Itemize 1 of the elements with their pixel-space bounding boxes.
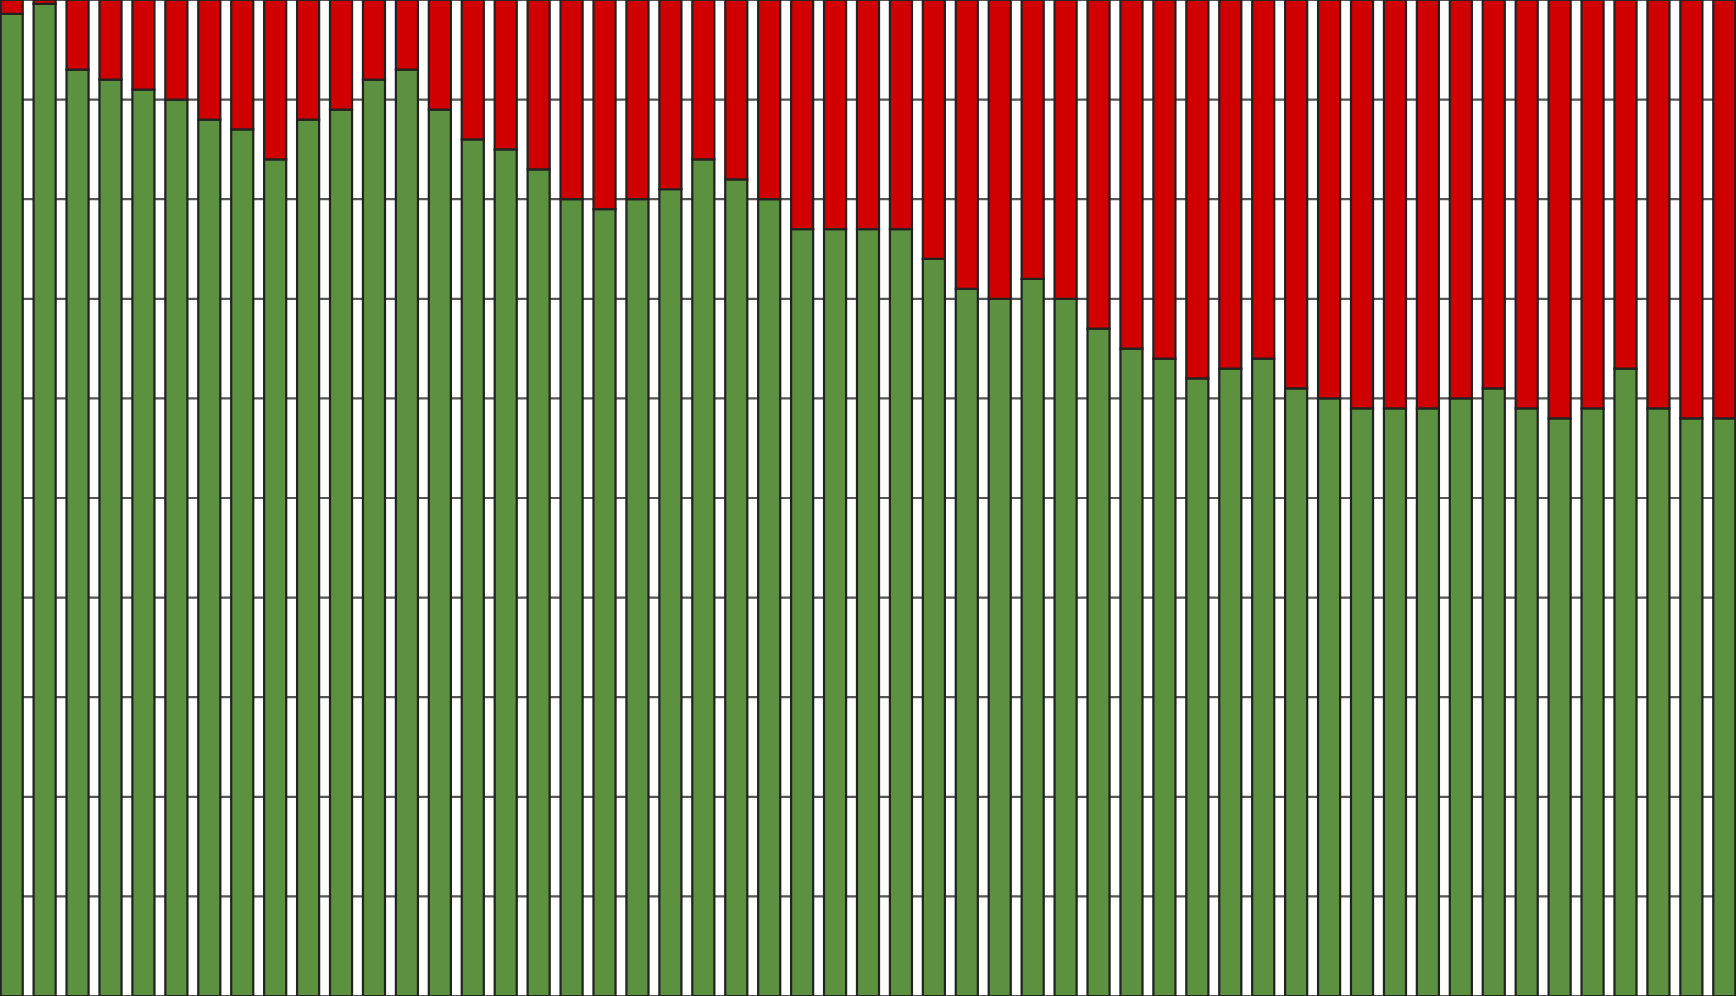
bar xyxy=(32,2,57,996)
